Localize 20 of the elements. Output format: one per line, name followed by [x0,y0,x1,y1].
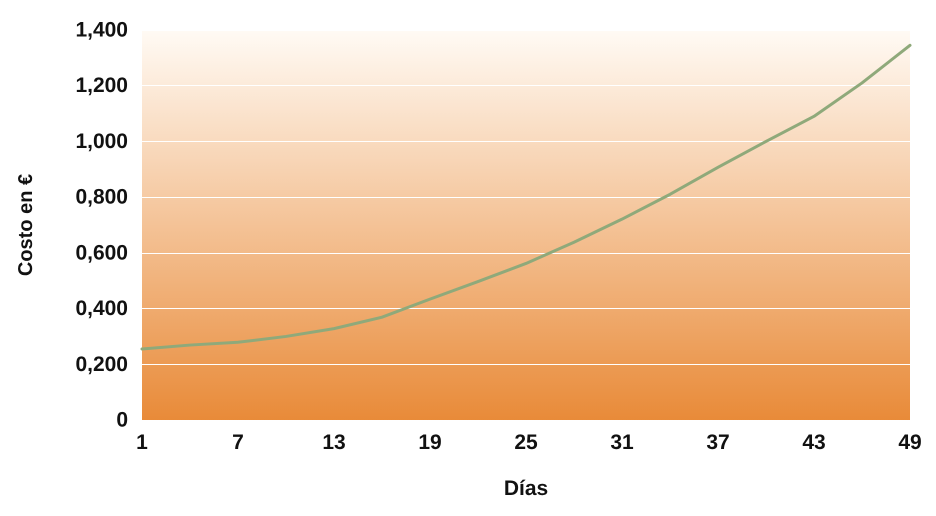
y-tick-label: 0,600 [75,241,128,264]
x-tick-label: 13 [322,431,346,454]
y-tick-label: 0,800 [75,186,128,209]
x-tick-label: 7 [232,431,244,454]
y-tick-label: 1,400 [75,18,128,42]
line-series [140,44,912,350]
y-tick-label: 0,400 [75,297,128,320]
y-tick-label: 1,200 [75,74,128,98]
x-tick-label: 43 [802,431,826,454]
y-tick-label: 0 [116,408,128,432]
x-tick-label: 49 [898,431,922,454]
x-tick-label: 31 [610,431,634,454]
x-axis-title: Días [504,477,548,500]
x-tick-label: 25 [514,431,538,454]
x-tick-label: 1 [136,431,148,454]
x-tick-label: 19 [418,431,442,454]
y-tick-label: 0,200 [75,352,128,376]
x-tick-label: 37 [706,431,730,454]
y-axis-title: Costo en € [15,174,37,276]
y-tick-label: 1,000 [75,130,128,153]
